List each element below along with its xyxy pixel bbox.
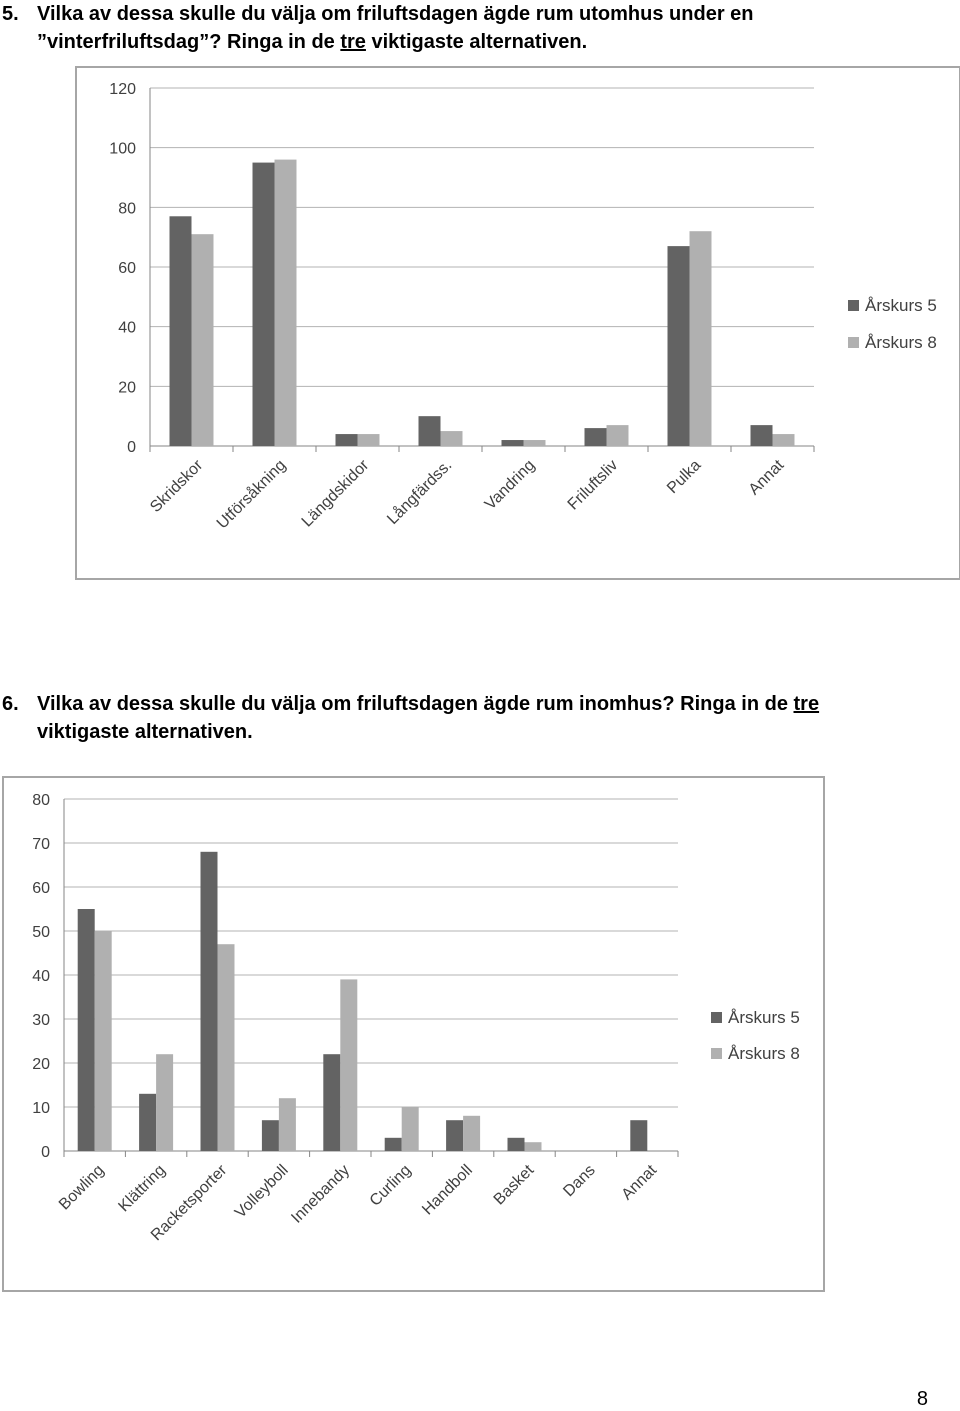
indoor-legend-swatch-1: [711, 1012, 722, 1023]
outdoor-bar-utforsakning-series2: [274, 159, 297, 446]
question-5-line2-end: viktigaste alternativen.: [365, 31, 588, 53]
indoor-bar-basket-series1: [507, 1137, 525, 1151]
indoor-bar-curling-series2: [401, 1107, 419, 1151]
outdoor-category-label-pulka: Pulka: [664, 457, 704, 497]
indoor-ytick-label: 40: [32, 968, 50, 985]
outdoor-bar-langfardss-series2: [440, 431, 463, 446]
indoor-bar-volleyboll-series2: [278, 1098, 296, 1151]
outdoor-bar-langdskidor-series1: [335, 434, 358, 446]
indoor-bar-klattring-series1: [139, 1093, 157, 1151]
outdoor-category-label-utforsakning: Utförsåkning: [213, 456, 289, 532]
indoor-ytick-label: 80: [32, 792, 50, 809]
indoor-bar-bowling-series2: [94, 931, 112, 1151]
outdoor-ytick-label: 0: [127, 439, 136, 456]
indoor-category-label-dans: Dans: [560, 1162, 598, 1200]
outdoor-bar-friluftsliv-series1: [584, 428, 607, 446]
indoor-ytick-label: 60: [32, 880, 50, 897]
outdoor-category-label-langdskidor: Längdskidor: [299, 456, 373, 530]
outdoor-ytick-label: 80: [118, 200, 136, 217]
indoor-bar-racketsporter-series2: [217, 944, 235, 1151]
question-6-line1-start: Vilka av dessa skulle du välja om friluf…: [37, 693, 794, 715]
question-5-underlined-word: tre: [340, 31, 366, 53]
outdoor-bar-vandring-series1: [501, 440, 524, 446]
outdoor-bar-utforsakning-series1: [252, 162, 275, 446]
outdoor-bar-annat-series2: [772, 434, 795, 446]
indoor-category-label-klattring: Klättring: [115, 1162, 169, 1216]
indoor-bar-basket-series2: [524, 1142, 542, 1151]
indoor-bar-handboll-series1: [446, 1120, 464, 1151]
outdoor-legend-label-2: Årskurs 8: [865, 333, 937, 352]
outdoor-ytick-label: 100: [109, 141, 136, 158]
question-6: 6. Vilka av dessa skulle du välja om fril…: [0, 690, 819, 746]
indoor-bar-innebandy-series2: [340, 979, 358, 1151]
indoor-category-label-volleyboll: Volleyboll: [232, 1162, 292, 1222]
outdoor-bar-skridskor-series2: [191, 234, 214, 446]
outdoor-bar-annat-series1: [750, 425, 773, 446]
question-5-line2-start: ”vinterfriluftsdag”? Ringa in de: [37, 31, 341, 53]
outdoor-category-label-annat: Annat: [746, 456, 788, 498]
question-6-underlined-word: tre: [793, 693, 820, 715]
outdoor-bar-friluftsliv-series2: [606, 425, 629, 446]
chart-outdoor-svg: 0 20 40 60 80 100 120 Skridskor Utförsåkning Läng…: [109, 81, 937, 532]
indoor-ytick-label: 30: [32, 1012, 50, 1029]
outdoor-bar-pulka-series2: [689, 231, 712, 446]
indoor-ytick-label: 50: [32, 924, 50, 941]
outdoor-category-label-skridskor: Skridskor: [147, 456, 207, 516]
indoor-category-label-innebandy: Innebandy: [288, 1162, 353, 1227]
indoor-category-label-annat: Annat: [619, 1161, 661, 1203]
outdoor-bar-vandring-series2: [523, 440, 546, 446]
indoor-bar-annat-series1: [630, 1120, 648, 1151]
outdoor-legend-swatch-2: [848, 337, 859, 348]
chart-indoor: 0 10 20 30 40 50 60 70 80 Bowling Klättring Rackets…: [2, 776, 825, 1292]
indoor-bar-volleyboll-series1: [261, 1120, 279, 1151]
outdoor-bar-skridskor-series1: [169, 216, 192, 446]
question-5: 5. Vilka av dessa skulle du välja om fril…: [0, 0, 754, 56]
outdoor-ytick-label: 40: [118, 320, 136, 337]
question-5-number: 5.: [2, 3, 19, 25]
indoor-legend-swatch-2: [711, 1048, 722, 1059]
chart-outdoor: 0 20 40 60 80 100 120 Skridskor Utförsåkning Läng…: [75, 66, 960, 580]
indoor-ytick-label: 70: [32, 836, 50, 853]
indoor-ytick-label: 10: [32, 1100, 50, 1117]
question-6-number: 6.: [2, 693, 19, 715]
question-5-line1: Vilka av dessa skulle du välja om friluf…: [37, 3, 754, 25]
indoor-category-label-handboll: Handboll: [419, 1162, 476, 1219]
indoor-bar-bowling-series1: [77, 909, 95, 1151]
outdoor-legend-label-1: Årskurs 5: [865, 296, 937, 315]
indoor-category-label-curling: Curling: [367, 1162, 415, 1210]
indoor-ytick-label: 0: [41, 1144, 50, 1161]
outdoor-legend-swatch-1: [848, 300, 859, 311]
indoor-bar-curling-series1: [384, 1137, 402, 1151]
indoor-category-label-basket: Basket: [491, 1161, 538, 1208]
outdoor-category-label-friluftsliv: Friluftsliv: [565, 457, 622, 514]
outdoor-bar-langfardss-series1: [418, 416, 441, 446]
page-number: 8: [916, 1388, 928, 1410]
outdoor-category-label-langfardss: Långfärdss.: [383, 456, 455, 528]
indoor-bar-handboll-series2: [463, 1115, 481, 1151]
outdoor-bar-pulka-series1: [667, 246, 690, 446]
indoor-bar-innebandy-series1: [323, 1054, 341, 1151]
outdoor-ytick-label: 20: [118, 379, 136, 396]
indoor-bar-racketsporter-series1: [200, 851, 218, 1151]
question-6-line2: viktigaste alternativen.: [37, 721, 253, 743]
indoor-legend-label-2: Årskurs 8: [728, 1044, 800, 1063]
outdoor-category-label-vandring: Vandring: [482, 457, 538, 513]
question-5-line2: ”vinterfriluftsdag”? Ringa in de tre vik…: [0, 28, 754, 56]
indoor-category-label-bowling: Bowling: [56, 1162, 108, 1214]
indoor-legend-label-1: Årskurs 5: [728, 1008, 800, 1027]
outdoor-ytick-label: 60: [118, 260, 136, 277]
outdoor-ytick-label: 120: [109, 81, 136, 98]
indoor-ytick-label: 20: [32, 1056, 50, 1073]
indoor-bar-klattring-series2: [156, 1054, 174, 1151]
outdoor-bar-langdskidor-series2: [357, 434, 380, 446]
